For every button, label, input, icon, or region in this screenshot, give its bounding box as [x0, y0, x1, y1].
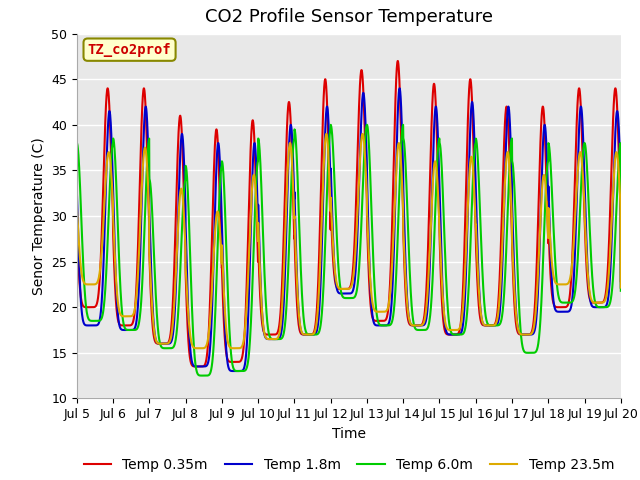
X-axis label: Time: Time [332, 427, 366, 441]
Text: TZ_co2prof: TZ_co2prof [88, 43, 172, 57]
Temp 23.5m [548, 260, 556, 266]
Temp 23.5m [167, 334, 175, 340]
Temp 6.0m [282, 316, 289, 322]
Temp 0.35m [305, 332, 313, 337]
Legend: Temp 0.35m, Temp 1.8m, Temp 6.0m, Temp 23.5m: Temp 0.35m, Temp 1.8m, Temp 6.0m, Temp 2… [78, 453, 620, 478]
Temp 0.35m [394, 58, 401, 64]
Temp 1.8m [617, 285, 625, 290]
Temp 6.0m [617, 288, 625, 294]
Temp 0.35m [135, 216, 143, 221]
Temp 1.8m [135, 286, 143, 292]
Temp 1.8m [73, 186, 81, 192]
Line: Temp 0.35m: Temp 0.35m [77, 61, 621, 367]
Temp 6.0m [200, 372, 207, 378]
Temp 0.35m [282, 168, 289, 173]
Temp 1.8m [282, 252, 289, 258]
Temp 23.5m [607, 244, 614, 250]
Temp 23.5m [282, 222, 289, 228]
Temp 0.35m [607, 198, 614, 204]
Temp 0.35m [73, 217, 81, 223]
Temp 23.5m [305, 332, 313, 337]
Temp 6.0m [607, 298, 614, 304]
Temp 6.0m [167, 345, 175, 351]
Temp 6.0m [399, 122, 407, 128]
Temp 1.8m [396, 85, 403, 91]
Temp 23.5m [196, 345, 204, 351]
Temp 23.5m [617, 285, 625, 290]
Temp 1.8m [607, 265, 614, 271]
Line: Temp 6.0m: Temp 6.0m [77, 125, 621, 375]
Temp 6.0m [305, 332, 313, 337]
Title: CO2 Profile Sensor Temperature: CO2 Profile Sensor Temperature [205, 9, 493, 26]
Temp 6.0m [548, 187, 556, 192]
Temp 0.35m [617, 278, 625, 284]
Temp 0.35m [548, 290, 556, 296]
Temp 0.35m [167, 326, 175, 332]
Temp 0.35m [195, 364, 202, 370]
Temp 1.8m [167, 339, 175, 345]
Temp 23.5m [358, 131, 366, 137]
Temp 23.5m [135, 254, 143, 260]
Temp 6.0m [135, 321, 143, 326]
Line: Temp 1.8m: Temp 1.8m [77, 88, 621, 371]
Line: Temp 23.5m: Temp 23.5m [77, 134, 621, 348]
Temp 1.8m [232, 368, 240, 374]
Temp 6.0m [73, 140, 81, 146]
Temp 1.8m [305, 332, 313, 337]
Y-axis label: Senor Temperature (C): Senor Temperature (C) [31, 137, 45, 295]
Temp 1.8m [548, 278, 556, 284]
Temp 23.5m [73, 202, 81, 208]
